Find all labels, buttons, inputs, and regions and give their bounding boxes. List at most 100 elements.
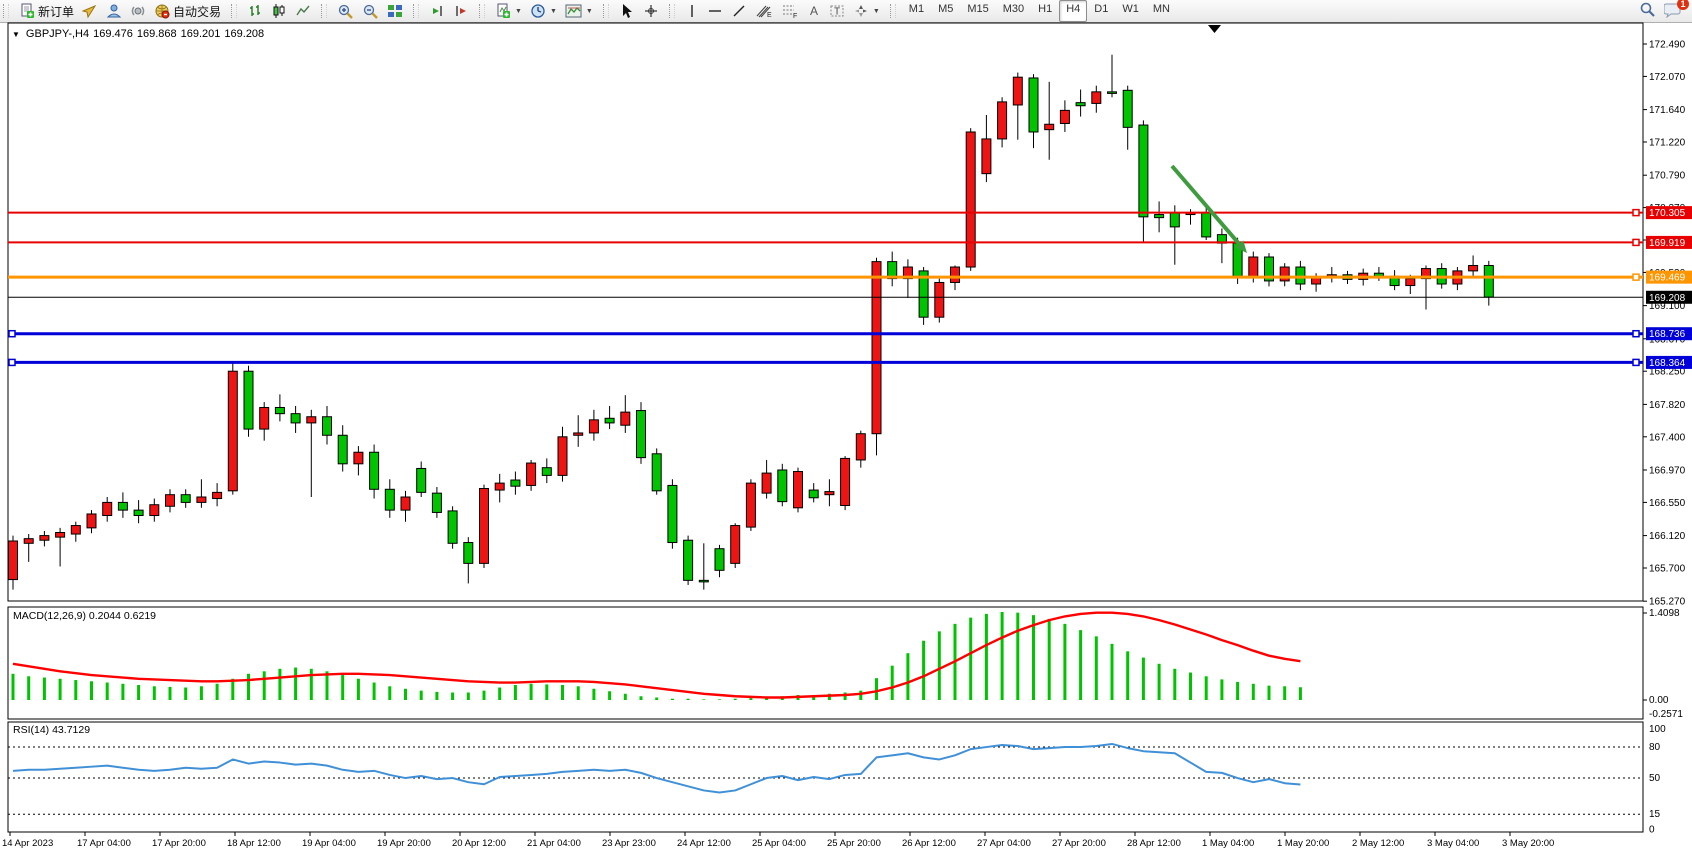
candle-body (840, 457, 851, 506)
candle-body (1169, 212, 1180, 228)
collapse-icon[interactable]: ▼ (12, 29, 20, 39)
tile-windows-icon (387, 3, 403, 19)
macd-histogram-bar (513, 685, 517, 700)
price-chart-canvas[interactable]: 172.490 172.070 171.640 171.220 170.790 170.3… (0, 22, 1692, 855)
crosshair-button[interactable] (639, 0, 663, 22)
zoom-group (330, 0, 410, 22)
macd-histogram-bar (372, 682, 376, 700)
macd-histogram-bar (529, 683, 533, 700)
cursor-button[interactable] (615, 0, 639, 22)
timeframe-h1[interactable]: H1 (1038, 3, 1053, 15)
candle-body (965, 131, 976, 268)
macd-histogram-bar (1110, 643, 1114, 700)
timeframe-h4[interactable]: H4 (1059, 0, 1088, 22)
axis-label: 50 (1649, 773, 1661, 784)
vertical-line-button[interactable] (681, 0, 703, 22)
zoom-in-button[interactable] (333, 0, 358, 22)
macd-histogram-bar (1267, 685, 1271, 700)
candle-body (651, 453, 662, 492)
axis-label: 169.100 (1649, 301, 1686, 312)
axis-label: 21 Apr 04:00 (527, 838, 581, 849)
trendline-button[interactable] (727, 0, 751, 22)
macd-histogram-bar (294, 667, 298, 700)
text-button[interactable]: A (803, 0, 825, 22)
indicators-button[interactable]: ▼ (491, 0, 526, 22)
group-separator (889, 4, 896, 18)
clock-icon (530, 3, 546, 19)
candle-body (573, 432, 584, 436)
macd-histogram-bar (1236, 681, 1240, 700)
bar-chart-icon (247, 3, 263, 19)
macd-histogram-bar (74, 680, 78, 700)
dropdown-arrow-icon[interactable]: ▼ (549, 7, 557, 15)
timeframe-mn[interactable]: MN (1152, 3, 1170, 15)
candle-body (306, 416, 317, 424)
candle-body (416, 467, 427, 493)
candle-body (526, 462, 537, 486)
price-badge-label: 168.736 (1649, 329, 1686, 340)
autotrade-button[interactable]: 自动交易 (150, 0, 225, 22)
svg-text:F: F (793, 13, 797, 19)
tile-windows-button[interactable] (383, 0, 407, 22)
candle-body (23, 538, 34, 544)
axis-label: 100 (1649, 724, 1666, 735)
periods-button[interactable]: ▼ (526, 0, 561, 22)
arrows-button[interactable]: ▼ (849, 0, 884, 22)
templates-button[interactable]: ▼ (561, 0, 597, 22)
axis-label: 171.640 (1649, 105, 1686, 116)
crosshair-icon (643, 3, 659, 19)
chart-type-group (240, 0, 318, 22)
axis-label: 3 May 04:00 (1427, 838, 1479, 849)
macd-histogram-bar (812, 695, 816, 700)
candle-body (557, 436, 568, 476)
timeframe-m15[interactable]: M15 (967, 3, 989, 15)
notifications-button[interactable]: 1 (1663, 0, 1689, 21)
channel-button[interactable]: E (751, 0, 777, 22)
macd-histogram-bar (137, 685, 141, 700)
toolbar-grip[interactable] (3, 4, 9, 18)
trade-panel-button[interactable] (102, 0, 126, 22)
styler-button[interactable] (78, 0, 102, 22)
timeframe-d1[interactable]: D1 (1094, 3, 1109, 15)
autoscroll-button[interactable] (425, 0, 449, 22)
candle-body (950, 266, 960, 283)
horizontal-line-button[interactable] (703, 0, 727, 22)
candlestick-chart-button[interactable] (267, 0, 291, 22)
dropdown-arrow-icon[interactable]: ▼ (872, 7, 880, 15)
price-badge (1646, 327, 1692, 341)
timeframe-m1[interactable]: M1 (908, 3, 925, 15)
fibonacci-icon: F (781, 3, 799, 19)
timeframe-w1[interactable]: W1 (1122, 3, 1139, 15)
axis-label: 15 (1649, 809, 1661, 820)
timeframe-m30[interactable]: M30 (1002, 3, 1025, 15)
axis-label: 165.700 (1649, 564, 1686, 575)
fibonacci-button[interactable]: F (777, 0, 803, 22)
chart-shift-button[interactable] (449, 0, 473, 22)
candle-body (494, 482, 505, 491)
zoom-out-button[interactable] (358, 0, 383, 22)
new-order-button[interactable]: 新订单 (15, 0, 78, 22)
candle-body (1075, 102, 1086, 107)
timeframe-m5[interactable]: M5 (938, 3, 954, 15)
line-handle (8, 358, 16, 367)
line-handle (8, 329, 16, 338)
chart-window[interactable]: 172.490 172.070 171.640 171.220 170.790 170.3… (0, 22, 1692, 855)
search-icon[interactable] (1639, 1, 1656, 21)
price-badge (1646, 355, 1692, 369)
line-chart-button[interactable] (291, 0, 315, 22)
signals-button[interactable] (126, 0, 150, 22)
scroll-group (422, 0, 476, 22)
trader-icon (106, 3, 122, 19)
bar-chart-button[interactable] (243, 0, 267, 22)
macd-histogram-bar (168, 686, 172, 700)
candle-body (322, 416, 332, 436)
indicators-icon (495, 3, 511, 19)
text-label-button[interactable]: T (825, 0, 849, 22)
axis-label: 23 Apr 23:00 (602, 838, 656, 849)
insert-group: ▼ ▼ ▼ (488, 0, 600, 22)
dropdown-arrow-icon[interactable]: ▼ (515, 7, 522, 15)
dropdown-arrow-icon[interactable]: ▼ (585, 7, 593, 15)
axis-label: -0.2571 (1649, 709, 1683, 720)
candle-body (133, 509, 144, 517)
ohlc-low: 169.201 (180, 28, 221, 40)
